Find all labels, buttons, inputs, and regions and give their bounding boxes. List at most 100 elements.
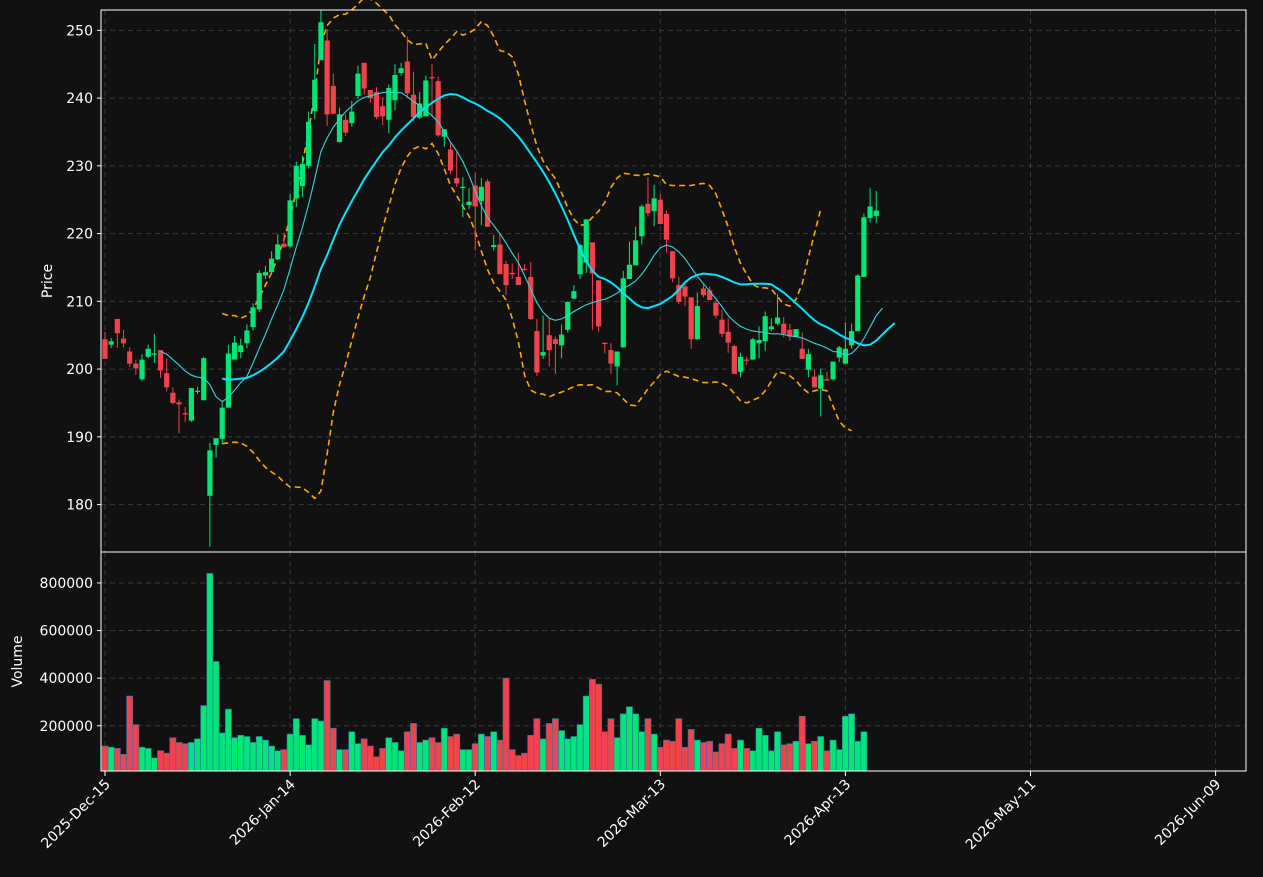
candle-body [484, 181, 491, 227]
candle-body [633, 240, 639, 266]
candle-body [614, 351, 620, 367]
volume-bar [718, 743, 726, 772]
volume-bar [144, 748, 152, 772]
volume-bar [564, 738, 572, 772]
candle-body [713, 302, 719, 316]
candle-body [521, 268, 528, 271]
volume-bar [570, 736, 578, 772]
candle-body [398, 68, 404, 74]
candle-body [787, 329, 793, 337]
candle-body [423, 80, 429, 117]
candle-body [583, 219, 589, 263]
candle-body [781, 323, 787, 334]
volume-bar [792, 740, 800, 772]
candle-body [811, 376, 818, 388]
candle-body [663, 213, 670, 240]
volume-bar [502, 677, 510, 772]
volume-bar [459, 749, 467, 772]
volume-bar [311, 718, 319, 772]
volume-bar [354, 743, 362, 772]
candle-body [367, 89, 373, 99]
volume-bar [613, 737, 621, 772]
volume-bar [730, 748, 738, 772]
volume-bar [601, 731, 609, 772]
candle-body [558, 334, 565, 346]
volume-bar [157, 750, 164, 772]
candle-body [719, 319, 725, 334]
volume-bar [447, 736, 454, 772]
volume-bar [558, 730, 565, 772]
volume-bar [804, 743, 812, 772]
candle-body [768, 326, 774, 330]
candle-body [114, 318, 120, 334]
volume-bar [187, 742, 195, 772]
candle-body [497, 244, 503, 275]
candle-body [861, 217, 867, 277]
candle-body [275, 244, 281, 260]
candle-body [410, 94, 417, 118]
candle-body [824, 379, 830, 381]
candle-body [571, 291, 577, 299]
volume-bar [397, 750, 405, 772]
candle-body [164, 373, 170, 388]
volume-bar [669, 740, 677, 772]
candle-body [602, 342, 608, 345]
volume-axis-title: Volume [10, 635, 26, 687]
candle-body [312, 79, 318, 111]
volume-bar [508, 749, 516, 772]
sma-fast-line [160, 91, 883, 403]
volume-bar [262, 739, 269, 772]
price-ytick-label: 210 [66, 294, 93, 310]
volume-bar [440, 727, 448, 772]
volume-bar [496, 739, 504, 772]
volume-bar [305, 744, 313, 772]
candle-body [855, 275, 861, 332]
volume-bar [761, 734, 769, 772]
volume-bar [292, 718, 300, 772]
volume-ytick-label: 800000 [40, 576, 93, 592]
candle-body [534, 331, 540, 373]
candle-body [460, 186, 466, 189]
candle-body [799, 348, 805, 359]
volume-bar [545, 723, 553, 772]
volume-bar [249, 742, 257, 772]
candle-body [417, 103, 423, 118]
candle-body [244, 330, 250, 344]
candle-body [478, 186, 484, 202]
volume-bar [724, 733, 732, 772]
volume-bar [218, 732, 226, 772]
xtick-label: 2026-Mar-13 [595, 777, 669, 851]
candle-body [386, 87, 392, 120]
candle-body [380, 106, 386, 117]
candle-body [268, 258, 275, 273]
volume-bar [749, 750, 757, 772]
volume-bar [712, 751, 720, 772]
xtick-label: 2026-Apr-13 [782, 777, 855, 850]
candle-body [108, 341, 114, 345]
candle-body [145, 348, 151, 357]
price-ytick-label: 220 [66, 227, 93, 243]
price-ytick-label: 250 [66, 23, 93, 39]
candle-body [213, 438, 219, 445]
volume-bar [206, 573, 214, 772]
volume-bar [317, 720, 325, 772]
candle-body [639, 206, 645, 237]
volume-bar [403, 731, 411, 772]
volume-bar [286, 733, 294, 772]
candle-body [429, 77, 435, 79]
price-ytick-label: 190 [66, 430, 93, 446]
candle-body [281, 243, 287, 248]
candle-body [608, 350, 614, 364]
price-ytick-label: 180 [66, 498, 93, 514]
volume-bar [619, 713, 627, 772]
candle-body [330, 85, 336, 114]
volume-bar [767, 750, 775, 772]
volume-bar [755, 727, 763, 772]
xtick-label: 2026-Jun-09 [1152, 777, 1224, 849]
volume-bar [348, 731, 356, 772]
candle-body [262, 272, 269, 276]
candle-body [306, 121, 312, 166]
volume-bar [212, 661, 220, 772]
candle-body [491, 245, 497, 248]
candle-body [207, 450, 213, 496]
